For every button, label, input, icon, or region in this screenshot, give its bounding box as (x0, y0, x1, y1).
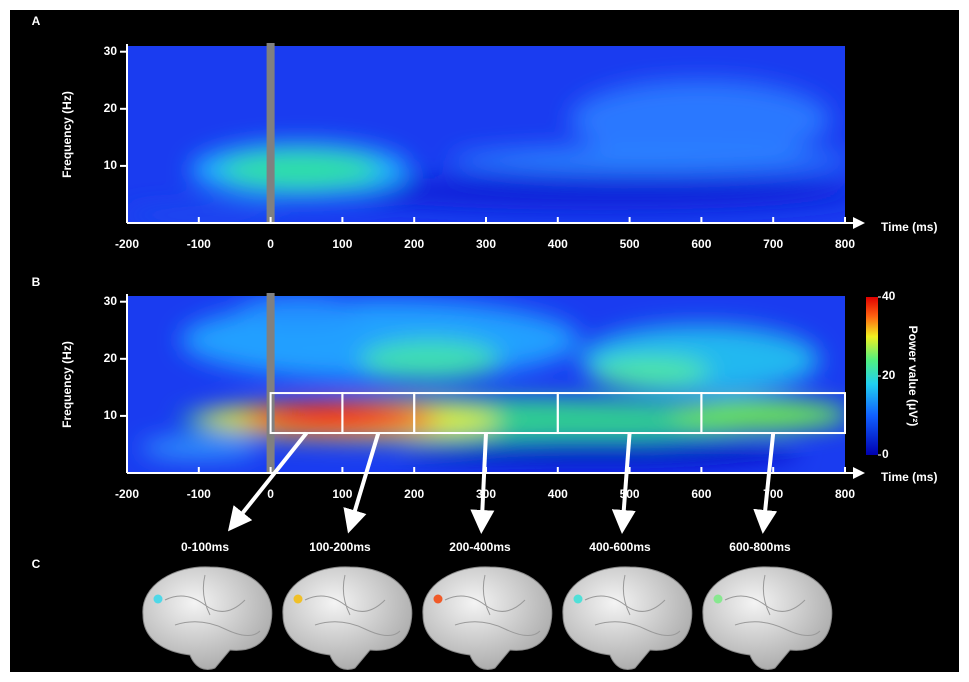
heatmap-region (400, 438, 800, 466)
window-label: 0-100ms (181, 540, 229, 554)
panel-label: C (32, 557, 41, 571)
panel-label: A (32, 14, 41, 28)
y-axis-title: Frequency (Hz) (60, 91, 74, 178)
window-label: 400-600ms (589, 540, 651, 554)
x-tick-label: 500 (620, 237, 640, 251)
heatmap-region (340, 174, 860, 210)
x-tick-label: 800 (835, 237, 855, 251)
x-tick-label: -100 (187, 237, 211, 251)
source-dot (434, 595, 443, 604)
source-dot (154, 595, 163, 604)
x-tick-label: 200 (404, 487, 424, 501)
x-tick-label: 0 (267, 237, 274, 251)
colorbar-tick-label: 40 (882, 289, 896, 303)
x-tick-label: 400 (548, 237, 568, 251)
x-tick-label: -200 (115, 487, 139, 501)
heatmap-region (590, 357, 710, 387)
x-tick-label: 800 (835, 487, 855, 501)
y-tick-label: 20 (104, 351, 118, 365)
window-label: 200-400ms (449, 540, 511, 554)
colorbar (866, 297, 878, 455)
heatmap (127, 295, 850, 473)
colorbar-tick-label: 20 (882, 368, 896, 382)
heatmap-region (670, 400, 850, 430)
x-tick-label: 400 (548, 487, 568, 501)
x-tick-label: 200 (404, 237, 424, 251)
figure: A102030-200-1000100200300400500600700800… (0, 0, 969, 682)
source-dot (714, 595, 723, 604)
heatmap (120, 46, 860, 225)
page: {"chart_data": [ {"type": "heatmap", "la… (0, 0, 969, 682)
heatmap-region (262, 404, 418, 432)
onset-marker (267, 293, 275, 473)
x-tick-label: 600 (691, 237, 711, 251)
y-axis-title: Frequency (Hz) (60, 341, 74, 428)
window-label: 600-800ms (729, 540, 791, 554)
panel-label: B (32, 275, 41, 289)
source-dot (574, 595, 583, 604)
x-tick-label: 0 (267, 487, 274, 501)
heatmap-region (240, 295, 360, 325)
x-tick-label: 100 (332, 487, 352, 501)
x-tick-label: 300 (476, 237, 496, 251)
x-tick-label: 300 (476, 487, 496, 501)
onset-marker (267, 43, 275, 223)
heatmap-region (450, 146, 850, 174)
x-axis-title: Time (ms) (881, 220, 937, 234)
x-tick-label: -200 (115, 237, 139, 251)
y-tick-label: 10 (104, 408, 118, 422)
y-tick-label: 30 (104, 44, 118, 58)
heatmap-region (360, 340, 500, 380)
heatmap-region (140, 438, 260, 458)
x-tick-label: 700 (763, 237, 783, 251)
source-dot (294, 595, 303, 604)
window-label: 100-200ms (309, 540, 371, 554)
y-tick-label: 20 (104, 101, 118, 115)
heatmap-region (220, 152, 380, 188)
x-tick-label: 600 (691, 487, 711, 501)
y-tick-label: 30 (104, 294, 118, 308)
y-tick-label: 10 (104, 158, 118, 172)
x-axis-title: Time (ms) (881, 470, 937, 484)
colorbar-title: Power value (μV²) (906, 326, 920, 427)
x-tick-label: -100 (187, 487, 211, 501)
colorbar-tick-label: 0 (882, 447, 889, 461)
x-tick-label: 100 (332, 237, 352, 251)
